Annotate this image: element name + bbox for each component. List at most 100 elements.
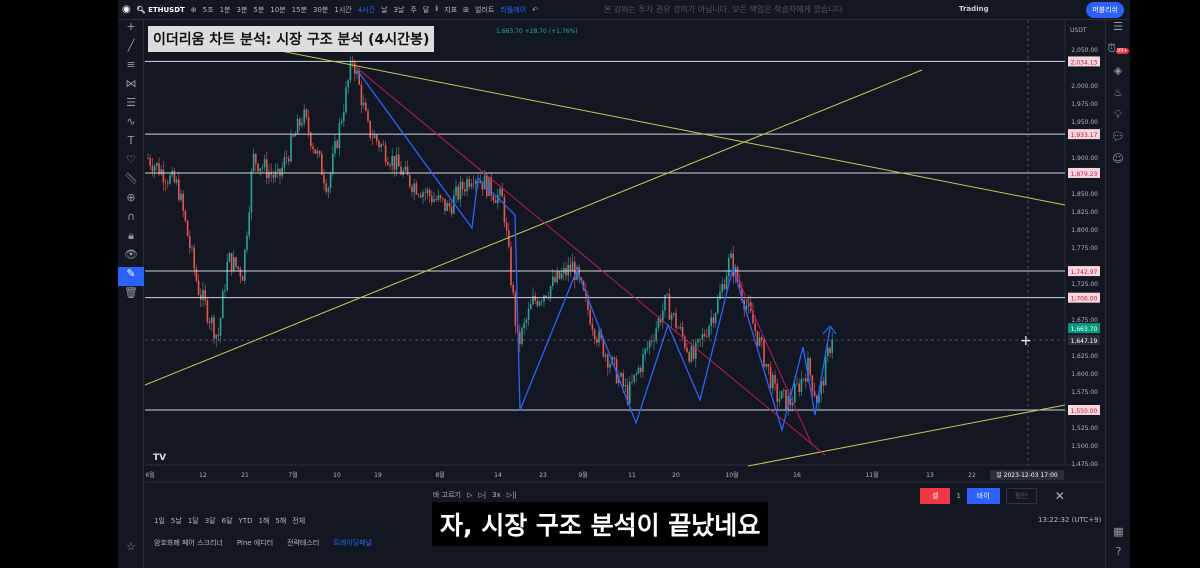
heart-icon[interactable]: ♡ — [126, 153, 136, 166]
interval-1[interactable]: 1분 — [219, 5, 231, 14]
range-4[interactable]: 6달 — [221, 517, 233, 525]
undo-icon[interactable]: ↶ — [532, 5, 539, 14]
sell-button[interactable]: 셀 — [920, 488, 951, 504]
range-5[interactable]: YTD — [238, 517, 253, 525]
candle — [503, 196, 506, 223]
candle-type-icon[interactable]: ⫴ — [435, 5, 439, 13]
ideas-icon[interactable]: 💡︎ — [1114, 108, 1122, 121]
trendline-icon[interactable]: ╱ — [127, 39, 135, 52]
chat-icon[interactable]: 💬︎ — [1111, 130, 1125, 143]
projection-icon[interactable]: ☰ — [126, 96, 136, 109]
candle — [776, 383, 778, 402]
text-icon[interactable]: T — [127, 134, 135, 147]
candle — [510, 246, 512, 286]
layers-icon[interactable]: ◈ — [1113, 64, 1123, 77]
level-label-bg — [1068, 167, 1100, 178]
streams-icon[interactable]: ☺ — [1112, 152, 1124, 165]
interval-4[interactable]: 10분 — [270, 5, 286, 14]
level-label: 1,742.97 — [1071, 269, 1098, 276]
interval-3[interactable]: 5분 — [253, 5, 265, 14]
candle — [607, 354, 609, 368]
range-2[interactable]: 1달 — [187, 517, 199, 525]
trash-icon[interactable]: 🗑︎ — [124, 286, 138, 299]
fib-icon[interactable]: ≡ — [126, 58, 136, 71]
replay-button[interactable]: 리플레이 — [500, 5, 527, 14]
symbol-search[interactable]: 🔍︎ ETHUSDT — [136, 5, 185, 14]
candle — [272, 174, 275, 178]
interval-6[interactable]: 30분 — [313, 5, 329, 14]
eye-icon[interactable]: 👁︎ — [124, 248, 138, 261]
magnet-icon[interactable]: ∩ — [126, 210, 136, 223]
price-chart[interactable]: 2,034.13 1,933.17 1,879.23 1,742.97 1,706.00… — [118, 0, 1130, 490]
layouts-icon[interactable]: ⊞ — [463, 5, 470, 14]
candle — [446, 202, 448, 211]
candle — [745, 305, 748, 310]
time-tick: 10 — [333, 472, 341, 479]
select-bar-button[interactable]: 바 고르기 — [433, 491, 461, 499]
lock-drawings-icon[interactable]: ✎ — [118, 267, 144, 286]
interval-2[interactable]: 3분 — [236, 5, 248, 14]
panel-tab-3[interactable]: 트레이딩패널 — [333, 539, 373, 547]
speed-button[interactable]: 3x — [492, 491, 501, 499]
panel-tab-2[interactable]: 전략테스터 — [287, 539, 320, 547]
candle — [371, 137, 374, 139]
candle — [384, 145, 387, 163]
candle — [411, 186, 413, 193]
watchlist-icon[interactable]: ☰ — [1113, 20, 1123, 33]
range-8[interactable]: 전체 — [292, 517, 306, 525]
step-icon[interactable]: ▷| — [478, 491, 487, 499]
candle — [719, 291, 721, 300]
currency-select[interactable]: USDT — [1070, 27, 1087, 34]
range-7[interactable]: 5해 — [275, 517, 287, 525]
candle — [567, 264, 569, 276]
calendar-icon[interactable]: ▦ — [1113, 525, 1124, 538]
qty-field[interactable]: 1 — [956, 492, 961, 500]
candle — [400, 166, 402, 175]
zoom-icon[interactable]: ⊕ — [126, 191, 136, 204]
range-1[interactable]: 5날 — [170, 517, 182, 525]
candle — [398, 154, 400, 167]
indicators-button[interactable]: 지표 — [444, 5, 458, 14]
interval-9[interactable]: 날 — [381, 5, 388, 14]
interval-8[interactable]: 4시간 — [357, 5, 376, 14]
interval-5[interactable]: 15분 — [291, 5, 308, 14]
interval-7[interactable]: 1시간 — [334, 5, 352, 14]
range-3[interactable]: 3달 — [204, 517, 216, 525]
candle — [604, 354, 607, 357]
flat-button[interactable]: 평탄 — [1005, 488, 1037, 504]
favorites-icon[interactable]: ☆ — [126, 540, 136, 553]
close-icon[interactable]: ✕ — [1054, 489, 1065, 503]
publish-button[interactable]: 퍼블리쉬 — [1086, 1, 1124, 18]
brush-icon[interactable]: ∿ — [126, 115, 136, 128]
range-6[interactable]: 1해 — [258, 517, 270, 525]
candle — [147, 158, 149, 159]
time-tick: 12 — [199, 472, 207, 479]
jump-icon[interactable]: ▷|| — [506, 491, 517, 499]
buy-button[interactable]: 바이 — [966, 488, 1000, 504]
help-icon[interactable]: ? — [1115, 545, 1122, 558]
time-tick: 6월 — [145, 471, 154, 479]
alerts-icon[interactable]: ⏰︎99+ — [1107, 42, 1129, 55]
range-0[interactable]: 1일 — [154, 517, 165, 525]
interval-11[interactable]: 주 — [410, 5, 417, 14]
interval-12[interactable]: 달 — [422, 5, 430, 14]
compare-icon[interactable]: ⊕ — [190, 5, 197, 14]
play-icon[interactable]: ▷ — [467, 491, 473, 499]
alert-button[interactable]: 얼러트 — [475, 5, 495, 14]
panel-tab-0[interactable]: 암호화폐 페어 스크리너 — [154, 539, 223, 547]
ruler-icon[interactable]: 📏︎ — [124, 172, 138, 185]
interval-0[interactable]: 5조 — [202, 5, 214, 14]
candle — [721, 284, 723, 292]
candle — [422, 192, 424, 198]
candle — [393, 156, 396, 170]
lock-icon[interactable]: 🔒︎ — [128, 229, 134, 242]
panel-tab-1[interactable]: Pine 에디터 — [236, 539, 274, 547]
hotlist-icon[interactable]: ♨ — [1113, 86, 1123, 99]
pattern-icon[interactable]: ⋈ — [125, 77, 137, 90]
crosshair-icon[interactable]: + — [126, 20, 136, 33]
candle — [224, 290, 226, 292]
candle — [488, 176, 490, 197]
interval-10[interactable]: 3날 — [393, 5, 405, 14]
candle — [468, 179, 470, 187]
trading-label[interactable]: Trading — [958, 5, 990, 13]
